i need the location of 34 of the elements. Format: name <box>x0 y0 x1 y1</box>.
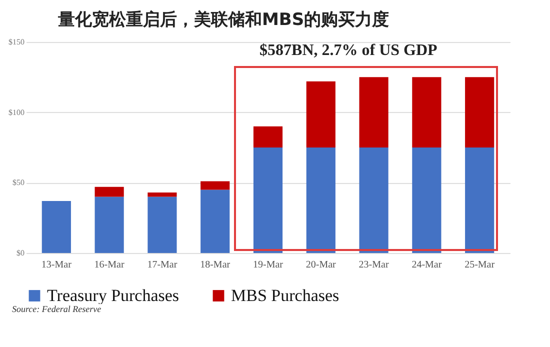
x-tick-label: 25-Mar <box>464 260 496 270</box>
y-tick-label: $100 <box>8 108 24 117</box>
bar <box>306 81 336 148</box>
legend-label: MBS Purchases <box>231 286 340 305</box>
x-tick-label: 23-Mar <box>358 260 390 270</box>
bar <box>412 77 442 148</box>
chart-title: 量化宽松重启后，美联储和MBS的购买力度 <box>57 9 390 32</box>
x-tick-label: 17-Mar <box>147 260 178 270</box>
y-tick-label: $0 <box>16 248 24 258</box>
x-tick-label: 16-Mar <box>94 260 125 270</box>
bar <box>200 190 230 253</box>
bar <box>412 148 442 253</box>
bar <box>465 148 494 253</box>
bar <box>148 196 177 253</box>
bar <box>359 77 388 148</box>
bar <box>94 186 124 197</box>
x-tick-label: 24-Mar <box>412 260 442 270</box>
bar <box>94 196 124 253</box>
source-note: Source: Federal Reserve <box>11 304 102 314</box>
x-tick-label: 20-Mar <box>306 260 337 270</box>
bar <box>465 77 494 148</box>
bar <box>42 200 71 253</box>
bar <box>306 148 336 253</box>
bar <box>148 192 177 197</box>
bar <box>253 148 283 253</box>
y-tick-label: $150 <box>8 38 24 46</box>
bar <box>359 148 388 253</box>
x-tick-label: 19-Mar <box>253 260 284 270</box>
y-tick-label: $50 <box>12 178 24 188</box>
x-tick-label: 13-Mar <box>41 260 72 270</box>
bar <box>253 126 283 148</box>
x-tick-label: 18-Mar <box>200 260 231 270</box>
bar <box>200 181 230 190</box>
annotation: $587BN, 2.7% of US GDP <box>260 42 438 60</box>
